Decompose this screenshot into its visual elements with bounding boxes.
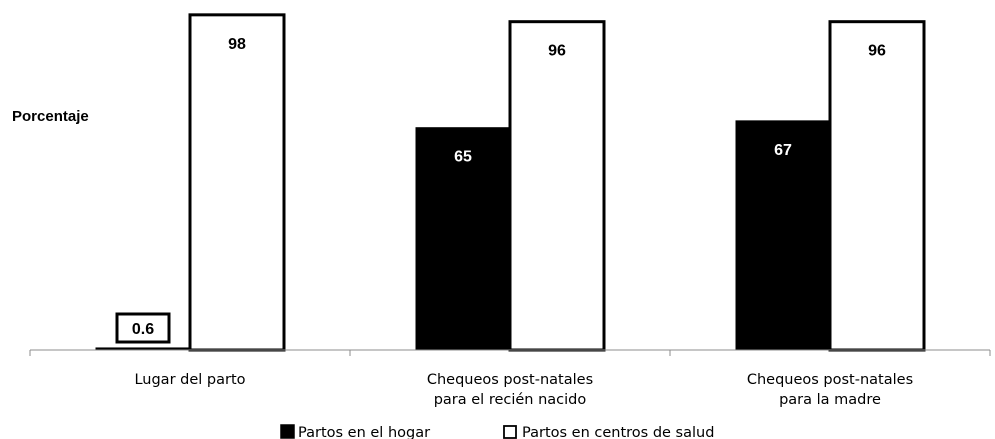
data-label-centros-1: 96	[548, 43, 566, 60]
bar-centros-0	[188, 13, 286, 352]
data-label-hogar-2: 67	[774, 142, 792, 159]
data-labels: 0.6 98 65 96 67 96	[115, 36, 886, 344]
category-label-2-line-0: Chequeos post-natales	[747, 372, 913, 388]
legend-label-hogar: Partos en el hogar	[298, 425, 430, 439]
category-label-2-line-1: para la madre	[779, 392, 881, 408]
legend: Partos en el hogar Partos en centros de …	[280, 424, 714, 439]
data-label-hogar-1: 65	[454, 149, 472, 166]
x-axis-ticks	[29, 350, 991, 356]
category-label-0-line-0: Lugar del parto	[134, 372, 245, 388]
data-label-centros-0: 98	[228, 36, 246, 53]
category-labels: Lugar del parto Chequeos post-natales para…	[134, 372, 913, 408]
data-label-centros-2: 96	[868, 43, 886, 60]
legend-swatch-hogar	[280, 424, 295, 439]
bars-layer	[95, 13, 926, 352]
legend-label-centros: Partos en centros de salud	[522, 425, 714, 439]
legend-swatch-centros	[503, 425, 517, 439]
category-label-1-line-0: Chequeos post-natales	[427, 372, 593, 388]
bar-centros-2	[828, 20, 926, 352]
category-label-1-line-1: para el recién nacido	[434, 392, 587, 408]
y-axis-label: Porcentaje	[12, 108, 89, 125]
bar-centros-1	[508, 20, 606, 352]
data-label-box	[115, 312, 171, 344]
data-label-hogar-0: 0.6	[132, 321, 154, 338]
